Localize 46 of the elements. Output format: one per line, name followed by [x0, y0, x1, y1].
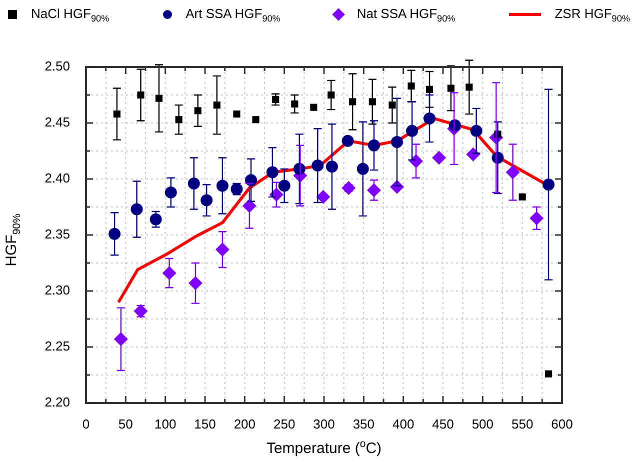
x-tick-label: 250 — [273, 416, 296, 432]
point — [216, 180, 228, 192]
x-tick-label: 150 — [194, 416, 216, 432]
x-tick-label: 200 — [234, 416, 256, 432]
x-tick-label: 400 — [392, 416, 414, 432]
y-tick-label: 2.25 — [44, 338, 70, 354]
point — [342, 134, 354, 147]
x-tick-label: 50 — [118, 416, 133, 432]
legend-label: ZSR HGF$_{90%}$ — [554, 6, 630, 24]
point — [432, 150, 446, 165]
x-tick-label: 350 — [352, 416, 375, 432]
y-tick-label: 2.30 — [44, 282, 70, 298]
y-tick-label: 2.20 — [44, 394, 70, 410]
point — [368, 98, 376, 106]
x-tick-label: 600 — [551, 416, 573, 432]
point — [544, 370, 552, 378]
y-tick-label: 2.45 — [44, 114, 70, 130]
point — [188, 177, 200, 190]
point — [252, 116, 260, 124]
point — [349, 98, 356, 106]
x-tick-label: 500 — [472, 416, 494, 432]
point — [447, 84, 454, 92]
point — [368, 139, 380, 152]
point — [233, 110, 240, 118]
point — [200, 194, 213, 206]
y-tick-label: 2.35 — [44, 226, 70, 242]
point — [342, 180, 356, 195]
legend-label: Art SSA HGF$_{90%}$ — [186, 6, 280, 24]
point — [518, 193, 526, 200]
point — [316, 190, 330, 204]
x-tick-label: 300 — [313, 416, 335, 432]
point — [266, 166, 278, 178]
y-tick-label: 2.50 — [44, 58, 70, 74]
legend-label: NaCl HGF$_{90%}$ — [31, 6, 110, 24]
point — [134, 304, 148, 318]
x-tick-label: 0 — [82, 416, 90, 432]
point — [164, 186, 177, 198]
point — [390, 136, 403, 148]
legend-label: Nat SSA HGF$_{90%}$ — [356, 6, 456, 24]
point — [406, 124, 418, 137]
x-axis-title: Temperature ($^{o}$C) — [265, 438, 383, 457]
x-tick-label: 550 — [511, 416, 534, 432]
x-tick-label: 450 — [432, 416, 454, 432]
point — [310, 104, 318, 111]
y-tick-label: 2.40 — [44, 170, 70, 186]
x-tick-label: 100 — [154, 416, 176, 432]
